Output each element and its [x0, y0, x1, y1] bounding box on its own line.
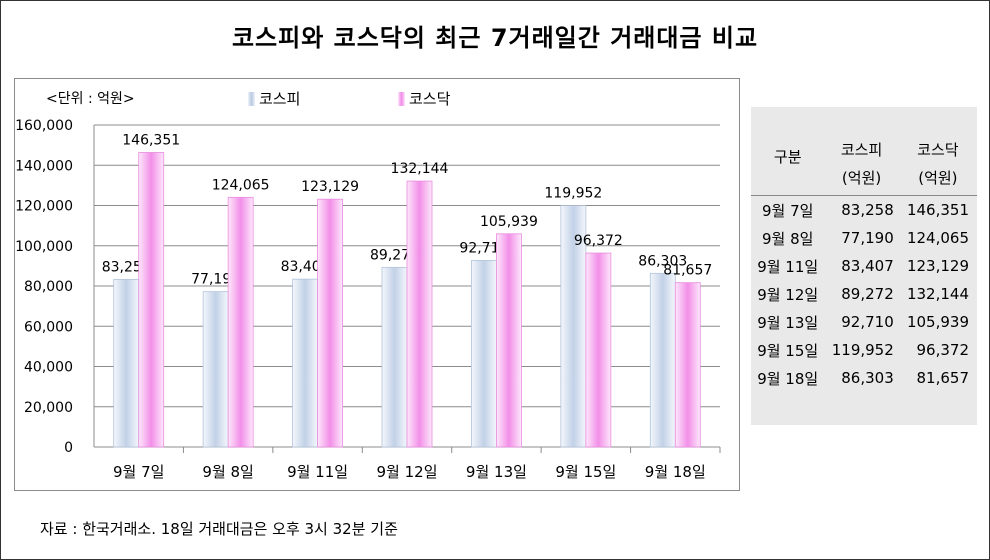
data-label-kosdaq: 96,372 — [574, 233, 623, 249]
table-row: 9월 12일 89,272 132,144 — [751, 280, 977, 308]
bar-kosdaq — [406, 180, 433, 448]
data-label-kospi: 86,303 — [638, 253, 687, 269]
y-tick-label: 140,000 — [15, 158, 73, 174]
y-tick-label: 120,000 — [15, 199, 73, 215]
bar-kospi — [381, 266, 408, 448]
table-header-kosdaq: 코스닥 — [917, 141, 959, 159]
data-label-kosdaq: 81,657 — [663, 263, 712, 279]
legend-label-kosdaq: 코스닥 — [409, 90, 451, 108]
y-tick-label: 160,000 — [15, 118, 73, 134]
y-tick-label: 80,000 — [24, 279, 73, 295]
legend-item-kosdaq: 코스닥 — [398, 88, 450, 109]
table-subheader-kospi: (억원) — [841, 169, 882, 187]
table-cell-date: 9월 8일 — [761, 229, 814, 248]
bar-kospi — [560, 205, 587, 448]
table-cell-kosdaq: 123,129 — [906, 257, 969, 275]
table-row: 9월 8일 77,190 124,065 — [751, 224, 977, 252]
legend-item-kospi: 코스피 — [248, 88, 300, 109]
table-row: 9월 11일 83,407 123,129 — [751, 252, 977, 280]
legend-swatch-kospi — [248, 91, 255, 106]
table-header-kospi: 코스피 — [840, 141, 883, 159]
source-note: 자료 : 한국거래소. 18일 거래대금은 오후 3시 32분 기준 — [40, 520, 398, 538]
x-tick-label: 9월 12일 — [377, 463, 438, 481]
data-label-kosdaq: 146,351 — [122, 132, 180, 148]
x-tick-label: 9월 7일 — [113, 463, 164, 481]
bar-kospi — [471, 260, 497, 448]
table-cell-kospi: 119,952 — [831, 341, 894, 359]
table-cell-date: 9월 11일 — [757, 257, 819, 276]
data-label-kospi: 119,952 — [544, 186, 602, 202]
bar-kosdaq — [585, 252, 612, 448]
x-tick-label: 9월 15일 — [555, 463, 616, 481]
y-tick-label: 100,000 — [15, 239, 73, 255]
x-tick-label: 9월 13일 — [466, 463, 527, 481]
table-cell-kosdaq: 132,144 — [906, 285, 969, 303]
table-cell-kospi: 86,303 — [841, 369, 894, 387]
table-cell-kosdaq: 105,939 — [906, 313, 969, 331]
bar-kospi — [113, 279, 140, 448]
y-tick-label: 60,000 — [24, 319, 73, 335]
table-cell-kospi: 77,190 — [841, 229, 894, 247]
table-row: 9월 7일 83,258 146,351 — [751, 196, 977, 225]
bar-kosdaq — [496, 233, 522, 448]
data-label-kosdaq: 123,129 — [301, 179, 359, 195]
table-row: 9월 18일 86,303 81,657 — [751, 364, 977, 392]
table-cell-date: 9월 7일 — [761, 201, 814, 220]
legend-label-kospi: 코스피 — [259, 90, 301, 108]
table-cell-kosdaq: 81,657 — [916, 369, 970, 387]
page-title: 코스피와 코스닥의 최근 7거래일간 거래대금 비교 — [231, 24, 759, 52]
table-cell-kospi: 92,710 — [841, 313, 894, 331]
data-label-kosdaq: 132,144 — [391, 161, 449, 177]
table-subheader-kosdaq: (억원) — [918, 169, 958, 187]
table-cell-date: 9월 12일 — [757, 285, 819, 304]
table-cell-date: 9월 18일 — [757, 369, 819, 388]
table-cell-kosdaq: 96,372 — [916, 341, 970, 359]
bar-kospi — [292, 278, 318, 448]
table-cell-date: 9월 13일 — [757, 313, 819, 332]
table-cell-kosdaq: 124,065 — [906, 229, 969, 247]
data-label-kosdaq: 124,065 — [212, 177, 270, 193]
table-cell-kospi: 83,407 — [841, 257, 894, 275]
data-table: 구분 코스피 코스닥 (억원) (억원) 9월 7일 83,258 146,35… — [751, 107, 977, 425]
table-cell-kospi: 83,258 — [841, 201, 894, 219]
bar-kosdaq — [227, 196, 254, 448]
y-tick-label: 20,000 — [24, 400, 73, 416]
x-tick-label: 9월 8일 — [202, 463, 253, 481]
bar-kosdaq — [138, 152, 165, 448]
x-tick-label: 9월 11일 — [287, 463, 348, 481]
table-row: 9월 15일 119,952 96,372 — [751, 336, 977, 364]
bar-kospi — [202, 291, 229, 448]
y-tick-label: 0 — [64, 440, 73, 456]
bar-kosdaq — [674, 282, 701, 448]
table-cell-kosdaq: 146,351 — [906, 201, 969, 219]
table-cell-kospi: 89,272 — [841, 285, 894, 303]
unit-label: <단위 : 억원> — [46, 91, 135, 107]
bar-kosdaq — [317, 198, 343, 448]
table-cell-date: 9월 15일 — [757, 341, 819, 360]
x-tick-label: 9월 18일 — [645, 463, 706, 481]
data-label-kosdaq: 105,939 — [480, 214, 538, 230]
table-header-category: 구분 — [773, 147, 802, 166]
y-tick-label: 40,000 — [24, 360, 73, 376]
table-row: 9월 13일 92,710 105,939 — [751, 308, 977, 336]
legend-swatch-kosdaq — [398, 91, 405, 106]
bar-kospi — [649, 272, 676, 448]
